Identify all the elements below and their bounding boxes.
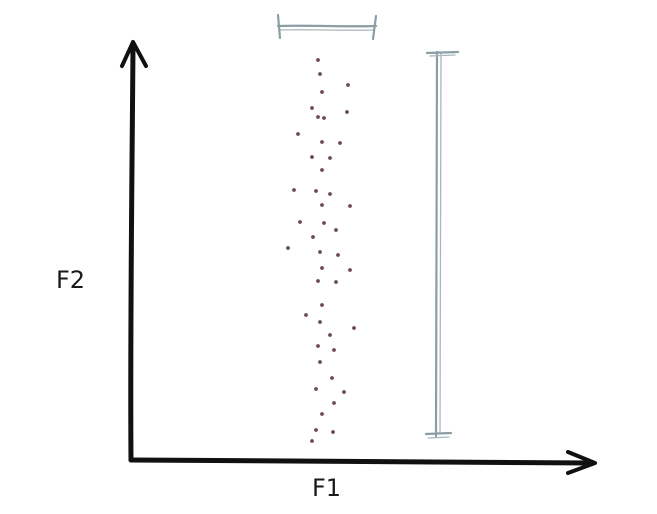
scatter-point: [331, 430, 335, 434]
scatter-point: [338, 141, 342, 145]
vertical-range-bar-top-cap: [425, 50, 460, 55]
scatter-point: [316, 279, 320, 283]
scatter-point: [296, 132, 300, 136]
scatter-point: [318, 360, 322, 364]
scatter-point: [310, 439, 314, 443]
scatter-point: [320, 203, 324, 207]
horizontal-range-bar-stroke: [279, 29, 375, 31]
y-axis-line: [128, 43, 136, 463]
scatter-point: [348, 204, 352, 208]
x-axis-line: [128, 457, 595, 466]
scatter-point: [322, 116, 326, 120]
scatter-point: [334, 228, 338, 232]
vertical-range-bar: [424, 50, 460, 439]
scatter-point: [332, 348, 336, 352]
scatter-point: [320, 140, 324, 144]
scatter-point: [318, 72, 322, 76]
scatter-point: [320, 90, 324, 94]
scatter-point: [320, 168, 324, 172]
scatter-point: [320, 412, 324, 416]
scatter-point: [310, 106, 314, 110]
x-axis: [128, 450, 597, 475]
vertical-range-bar-top-cap-stroke: [429, 54, 456, 57]
scatter-point: [314, 189, 318, 193]
vertical-range-bar-bottom-cap: [424, 431, 453, 436]
scatter-point: [334, 280, 338, 284]
scatter-point: [336, 253, 340, 257]
scatter-point: [346, 83, 350, 87]
horizontal-range-bar-right-cap: [371, 14, 378, 41]
scatter-point: [322, 221, 326, 225]
scatter-point: [316, 58, 320, 62]
scatter-point: [342, 390, 346, 394]
scatter-point: [292, 188, 296, 192]
vertical-range-bar-line: [434, 50, 439, 438]
horizontal-range-bar: [276, 13, 378, 41]
horizontal-range-bar-left-cap: [276, 13, 282, 40]
y-axis: [120, 40, 148, 463]
scatter-points: [286, 58, 356, 443]
x-axis-label: F1: [312, 474, 341, 502]
scatter-point: [316, 115, 320, 119]
scatter-point: [320, 303, 324, 307]
scatter-point: [311, 235, 315, 239]
vertical-range-bar-stroke: [439, 53, 442, 435]
scatter-point: [328, 192, 332, 196]
scatter-point: [332, 401, 336, 405]
vertical-range-bar-bottom-cap-stroke: [427, 436, 450, 439]
scatter-point: [352, 326, 356, 330]
scatter-point: [318, 320, 322, 324]
y-axis-label: F2: [56, 266, 85, 294]
scatter-point: [318, 250, 322, 254]
scatter-point: [286, 246, 290, 250]
scatter-point: [310, 155, 314, 159]
scatter-point: [304, 313, 308, 317]
scatter-point: [314, 387, 318, 391]
scatter-point: [328, 333, 332, 337]
scatter-point: [314, 428, 318, 432]
scatter-point: [330, 376, 334, 380]
scatter-point: [316, 344, 320, 348]
scatter-point: [298, 220, 302, 224]
x-axis-arrowhead: [566, 450, 597, 475]
scatter-point: [320, 266, 324, 270]
scatter-point: [345, 110, 349, 114]
horizontal-range-bar-line: [276, 24, 378, 28]
scatter-point: [328, 156, 332, 160]
scatter-point: [348, 268, 352, 272]
y-axis-arrowhead: [120, 40, 148, 68]
